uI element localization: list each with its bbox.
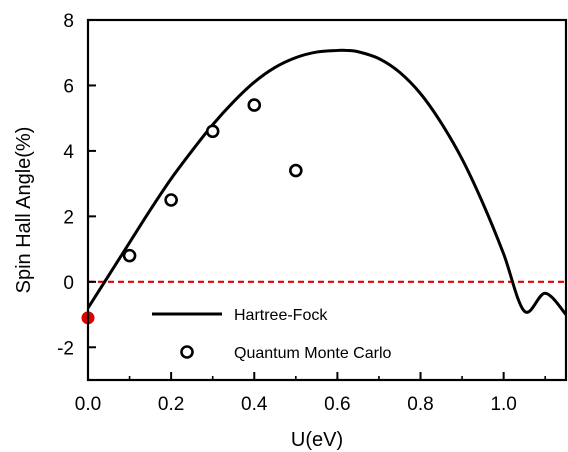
x-tick-label-3: 0.6: [324, 394, 350, 415]
legend-swatch-qmc: [180, 345, 194, 359]
y-tick-label-2: 2: [63, 207, 74, 228]
y-tick-label-3: 4: [63, 142, 74, 163]
legend-label-qmc: Quantum Monte Carlo: [234, 345, 392, 362]
x-tick-label-5: 1.0: [490, 394, 516, 415]
plot-layer: [81, 48, 566, 325]
y-tick-label-5: 8: [63, 11, 74, 32]
x-axis-title: U(eV): [291, 429, 343, 451]
qmc-point-0: [122, 248, 137, 263]
plot-content: [88, 48, 566, 316]
y-axis-title: Spin Hall Angle(%): [13, 127, 35, 294]
qmc-point-2: [205, 124, 220, 139]
x-tick-label-2: 0.4: [241, 394, 268, 415]
x-tick-label-1: 0.2: [158, 394, 184, 415]
x-tick-label-0: 0.0: [75, 394, 101, 415]
qmc-point-1: [164, 193, 178, 207]
y-tick-label-0: -2: [57, 338, 74, 359]
legend: Hartree-Fock Quantum Monte Carlo: [152, 307, 392, 362]
y-tick-label-4: 6: [63, 76, 74, 97]
legend-label-hartree-fock: Hartree-Fock: [234, 307, 328, 324]
series-line-hartree-fock: [88, 48, 566, 316]
axes-layer: 0.0 0.2 0.4 0.6 0.8 1.0 -2 0 2 4 6 8 U(eV) Spin Hall …: [13, 11, 568, 451]
x-tick-label-4: 0.8: [407, 394, 433, 415]
qmc-point-4: [289, 163, 303, 178]
plot-frame: [86, 18, 568, 382]
qmc-point-3: [247, 98, 262, 112]
y-tick-label-1: 0: [63, 273, 74, 294]
